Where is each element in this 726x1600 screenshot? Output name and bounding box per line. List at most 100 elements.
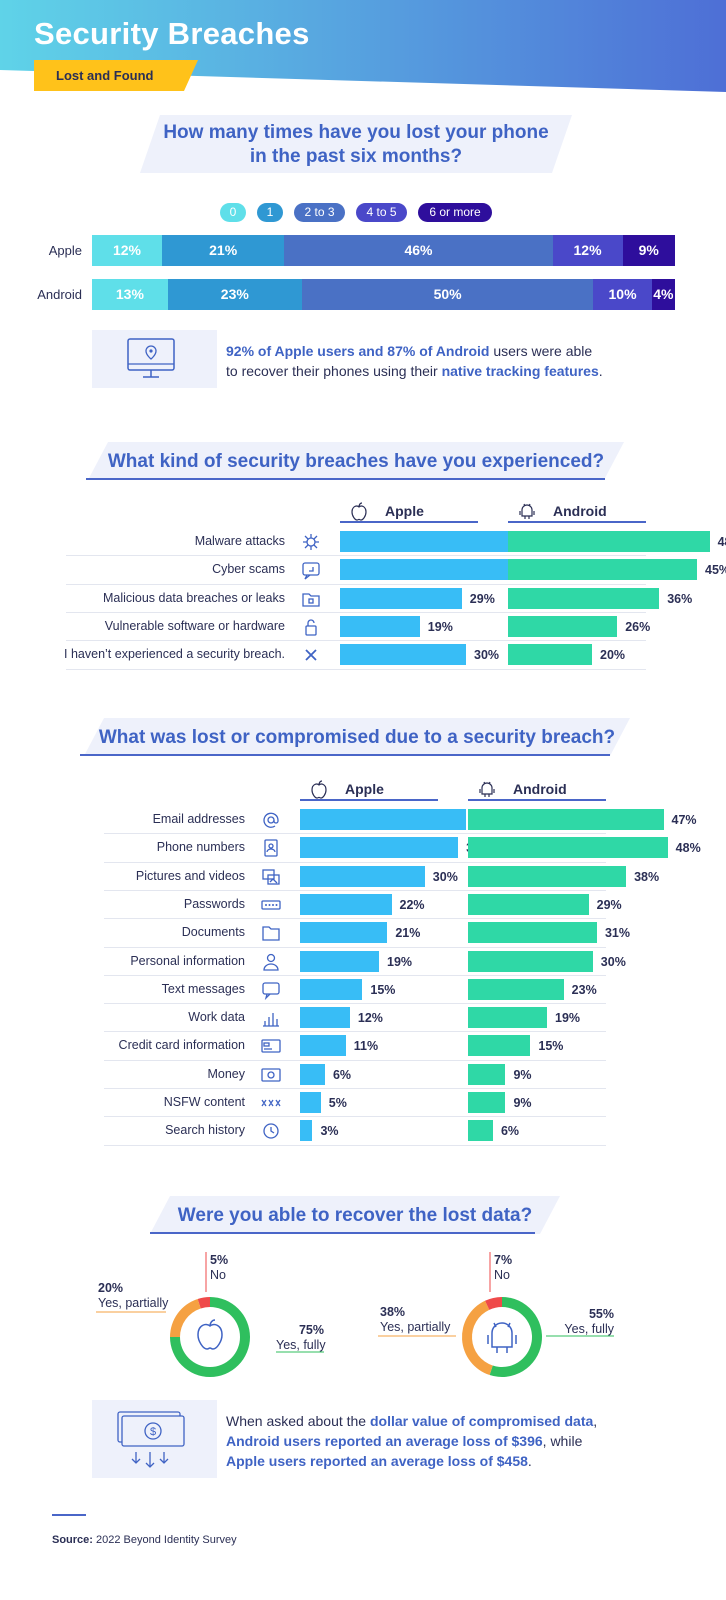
- source-divider: [52, 1514, 86, 1516]
- question-banner-4: Were you able to recover the lost data?: [150, 1196, 560, 1234]
- x-mark-icon: [305, 649, 317, 661]
- stack-seg-apple-3: 12%: [552, 235, 623, 266]
- legend-item-1: 1: [257, 203, 283, 222]
- section2-android-header: Android: [553, 503, 607, 519]
- credit-card-icon: [261, 1039, 281, 1054]
- stack-label-android: Android: [37, 287, 82, 302]
- row-separator-0: [66, 555, 646, 557]
- svg-text:$: $: [150, 1426, 156, 1438]
- apple-fully-text: Yes, fully: [276, 1338, 326, 1352]
- photos-icon: [262, 868, 280, 885]
- stack-seg-apple-1: 21%: [161, 235, 285, 266]
- android-bar-6: [468, 978, 564, 1000]
- android-bar-11: [468, 1120, 493, 1142]
- android-slice-yes-fully: [489, 1297, 542, 1377]
- apple-value-4: 30%: [474, 648, 500, 663]
- apple-bar-10: [300, 1092, 321, 1113]
- apple-value-2: 29%: [469, 591, 495, 606]
- apple-bar-7: [300, 1007, 350, 1029]
- apple-value-3: 19%: [427, 619, 453, 634]
- contact-card-icon: [264, 839, 278, 857]
- apple-no-pct: 5%: [210, 1253, 229, 1267]
- android-value-0: 48%: [717, 535, 726, 549]
- loss-info-box: $: [92, 1400, 217, 1478]
- row-separator-2: [104, 889, 606, 891]
- question-3-underline: [80, 754, 610, 756]
- virus-icon: [303, 534, 319, 550]
- android-value-2: 38%: [634, 869, 660, 884]
- android-no-label: 7% No: [494, 1253, 512, 1283]
- loss-t2: dollar value of compromised data: [370, 1413, 594, 1429]
- question-1-line2: in the past six months?: [249, 146, 463, 167]
- row-label-8: Credit card information: [118, 1038, 245, 1053]
- donut-leader-lines: [96, 1252, 614, 1353]
- loss-android: Android users reported an average loss o…: [226, 1433, 543, 1449]
- android-bar-8: [468, 1035, 531, 1057]
- unlocked-padlock-icon: [305, 619, 317, 636]
- android-bar-10: [468, 1092, 506, 1113]
- row-separator-0: [104, 833, 606, 835]
- page-title: Security Breaches: [34, 16, 310, 51]
- row-separator-5: [104, 974, 606, 976]
- question-4-underline: [150, 1232, 535, 1234]
- row-label-3: Passwords: [183, 896, 245, 911]
- apple-value-9: 6%: [332, 1067, 352, 1082]
- android-partial-label: 38% Yes, partially: [380, 1305, 450, 1335]
- android-value-3: 29%: [596, 897, 622, 912]
- apple-bar-8: [300, 1035, 346, 1057]
- apple-center-icon: [197, 1319, 223, 1350]
- android-slice-no: [484, 1297, 502, 1310]
- row-separator-3: [104, 918, 606, 920]
- apple-logo-icon: [351, 502, 367, 521]
- tracking-info-box: [92, 330, 217, 388]
- android-value-4: 31%: [604, 926, 630, 941]
- apple-bar-1: [340, 559, 525, 581]
- scam-message-icon: [302, 562, 320, 580]
- tracking-info-stat: 92% of Apple users and 87% of Android: [226, 343, 490, 359]
- apple-slice-yes-partially: [170, 1298, 201, 1337]
- apple-fully-pct: 75%: [298, 1323, 324, 1337]
- apple-value-2: 30%: [432, 869, 458, 884]
- question-banner-1-bg: [140, 115, 572, 173]
- android-value-9: 9%: [513, 1067, 532, 1082]
- apple-slice-no: [197, 1297, 210, 1309]
- bar-chart-icon: [263, 1013, 279, 1027]
- section3-apple-header: Apple: [345, 781, 384, 797]
- apple-bar-2: [300, 865, 425, 887]
- xxx-icon: [261, 1099, 281, 1107]
- question-banner-1: How many times have you lost your phone …: [140, 115, 572, 173]
- legend-item-0: 0: [220, 203, 246, 222]
- loss-t3: ,: [593, 1413, 598, 1429]
- android-value-7: 19%: [555, 1011, 581, 1026]
- row-label-7: Work data: [188, 1010, 245, 1025]
- question-banner-2: What kind of security breaches have you …: [88, 442, 624, 480]
- android-bar-7: [468, 1007, 548, 1029]
- at-sign-icon: [263, 812, 279, 828]
- stack-seg-apple-2: 46%: [284, 235, 553, 266]
- android-partial-pct: 38%: [380, 1305, 406, 1319]
- person-icon: [263, 953, 279, 971]
- loss-t7: .: [527, 1453, 532, 1469]
- row-label-11: Search history: [165, 1123, 245, 1138]
- row-label-10: NSFW content: [163, 1095, 245, 1109]
- section2-android-header-line: [508, 521, 646, 523]
- row-separator-4: [66, 668, 646, 670]
- row-separator-4: [104, 946, 606, 948]
- android-logo-icon: [519, 503, 535, 519]
- android-fully-pct: 55%: [588, 1307, 614, 1321]
- row-label-0: Malware attacks: [194, 534, 285, 548]
- section2-apple-header: Apple: [385, 503, 424, 519]
- loss-apple: Apple users reported an average loss of …: [226, 1453, 528, 1469]
- row-separator-9: [104, 1088, 606, 1089]
- folder-icon: [262, 926, 280, 941]
- row-separator-8: [104, 1059, 606, 1061]
- source-text: 2022 Beyond Identity Survey: [92, 1534, 237, 1546]
- header-banner: Security Breaches Lost and Found: [0, 0, 726, 96]
- banknote-icon: [261, 1068, 281, 1082]
- android-fully-label: 55% Yes, fully: [552, 1307, 614, 1337]
- android-value-4: 20%: [600, 648, 626, 663]
- android-value-0: 47%: [671, 813, 697, 827]
- android-center-icon: [487, 1322, 517, 1353]
- android-no-text: No: [494, 1268, 510, 1282]
- android-bar-3: [508, 615, 618, 637]
